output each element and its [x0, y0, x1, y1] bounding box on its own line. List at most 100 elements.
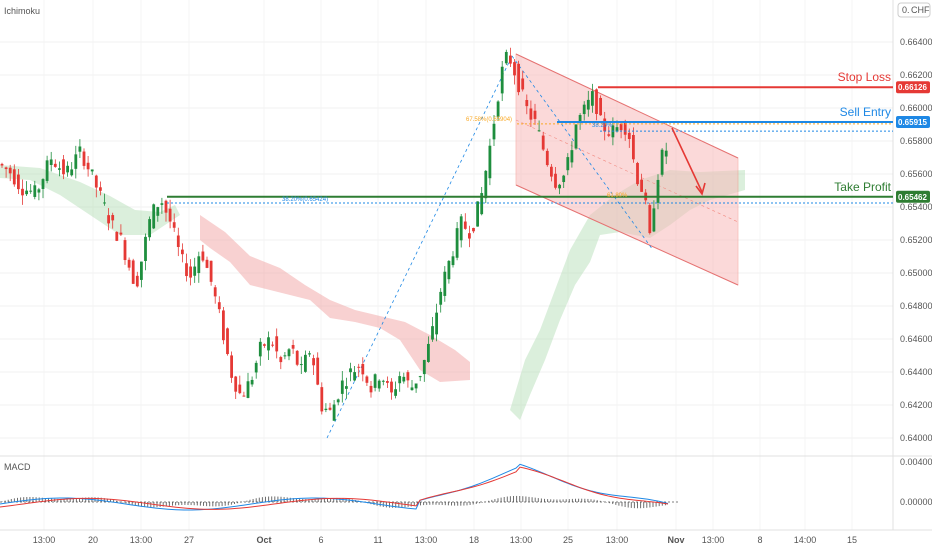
time-tick-label: 27	[184, 535, 194, 545]
time-tick-label: 11	[373, 535, 382, 545]
candle-body	[627, 132, 631, 140]
candle-body	[648, 205, 652, 234]
macd-tick-label: 0.00000	[900, 497, 932, 507]
signal-line	[0, 466, 669, 510]
candle-body	[472, 227, 475, 232]
candle-body	[541, 135, 545, 150]
candle-body	[332, 404, 336, 421]
candle-body	[599, 97, 602, 116]
channel-mid-line	[515, 119, 739, 223]
candle-body	[365, 376, 369, 383]
price-tick-label: 0.66400	[900, 37, 932, 47]
candle-body	[369, 385, 373, 393]
candle-body	[459, 216, 463, 241]
time-tick-label: 13:00	[606, 535, 629, 545]
candle-body	[340, 380, 344, 394]
candle-body	[414, 383, 418, 389]
candle-body	[517, 63, 520, 93]
candle-body	[82, 151, 86, 166]
fib-swing-line	[326, 55, 513, 439]
candle-body	[111, 215, 115, 221]
candle-body	[316, 357, 320, 385]
candle-body	[90, 169, 94, 172]
candle-body	[390, 381, 393, 393]
candle-body	[283, 355, 287, 357]
candle-body	[242, 395, 246, 397]
candle-body	[0, 163, 4, 166]
candle-body	[595, 89, 598, 114]
candle-body	[304, 354, 307, 372]
projection-arrow	[671, 127, 703, 193]
candle-body	[431, 326, 434, 340]
level-tag-label: 0.65915	[898, 118, 927, 127]
candle-body	[328, 407, 332, 410]
price-tick-label: 0.65400	[900, 202, 932, 212]
candle-body	[484, 170, 488, 199]
candle-body	[94, 175, 98, 188]
candle-body	[529, 108, 533, 120]
candle-body	[172, 222, 176, 228]
candle-body	[439, 291, 443, 305]
candle-body	[537, 130, 541, 132]
candle-body	[500, 66, 504, 94]
candle-body	[131, 260, 135, 284]
descending-channel[interactable]	[326, 53, 739, 439]
candle-body	[636, 162, 639, 185]
candle-body	[640, 179, 643, 192]
candle-body	[435, 312, 438, 335]
candle-body	[123, 240, 127, 261]
candle-body	[377, 380, 381, 389]
candle-body	[521, 78, 525, 90]
candle-body	[623, 121, 627, 135]
price-axis[interactable]: 0.66400 0.66200 0.66000 0.65800 0.65600 0.654…	[900, 37, 932, 443]
price-tick-label: 0.65800	[900, 136, 932, 146]
time-axis[interactable]: 13:00 20 13:00 27 Oct 6 11 13:00 18 13:00 25 13:00 N…	[33, 535, 857, 545]
candle-body	[299, 364, 303, 366]
level-tag-label: 0.66126	[898, 83, 927, 92]
fib-label: 67.58%(0.65904)	[466, 117, 512, 123]
macd-tick-label: 0.00400	[900, 457, 932, 467]
candle-body	[189, 266, 192, 278]
candle-body	[570, 150, 574, 163]
candle-body	[49, 159, 53, 165]
time-tick-label: 13:00	[510, 535, 533, 545]
trade-levels[interactable]: Stop Loss 0.66126 Sell Entry 0.65915 Take Pr…	[167, 70, 930, 204]
price-tick-label: 0.64800	[900, 301, 932, 311]
candle-body	[656, 179, 660, 203]
time-tick-label: 13:00	[702, 535, 725, 545]
currency-badge[interactable]: 0. CHF	[897, 2, 931, 18]
time-tick-label: 25	[563, 535, 573, 545]
candle-body	[558, 184, 561, 189]
candle-body	[422, 359, 426, 375]
candle-body	[504, 51, 508, 64]
candle-body	[222, 310, 225, 341]
fib-swing-line	[511, 55, 654, 251]
time-tick-label: 15	[847, 535, 857, 545]
candle-body	[197, 256, 201, 274]
candle-body	[115, 231, 119, 241]
candle-body	[29, 190, 33, 192]
candle-body	[410, 387, 414, 391]
candle-body	[574, 124, 578, 149]
candle-body	[152, 204, 156, 229]
price-tick-label: 0.65000	[900, 268, 932, 278]
candle-body	[41, 179, 45, 189]
candle-body	[230, 355, 233, 378]
candle-body	[209, 260, 213, 282]
candle-body	[279, 357, 283, 363]
candle-body	[135, 275, 139, 287]
candlestick-series	[0, 47, 668, 421]
candle-body	[168, 208, 172, 222]
candle-body	[267, 337, 270, 351]
candle-body	[386, 381, 389, 383]
candle-body	[156, 207, 160, 216]
candle-body	[17, 174, 20, 190]
time-tick-label: Oct	[256, 535, 271, 545]
candle-body	[427, 343, 430, 362]
time-tick-label: 18	[469, 535, 479, 545]
candle-body	[66, 165, 69, 173]
candle-body	[582, 104, 586, 115]
candle-body	[394, 389, 397, 396]
time-tick-label: 13:00	[33, 535, 56, 545]
